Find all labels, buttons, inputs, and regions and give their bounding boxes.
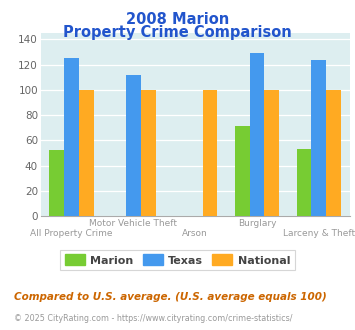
Bar	[296, 149, 311, 216]
Text: Motor Vehicle Theft: Motor Vehicle Theft	[89, 219, 178, 228]
Bar	[326, 90, 341, 216]
Bar	[250, 53, 264, 216]
Legend: Marion, Texas, National: Marion, Texas, National	[60, 250, 295, 270]
Bar	[79, 90, 94, 216]
Bar	[203, 90, 218, 216]
Text: Larceny & Theft: Larceny & Theft	[283, 229, 355, 238]
Bar	[49, 150, 64, 216]
Text: Property Crime Comparison: Property Crime Comparison	[63, 25, 292, 40]
Bar	[264, 90, 279, 216]
Text: All Property Crime: All Property Crime	[31, 229, 113, 238]
Text: Compared to U.S. average. (U.S. average equals 100): Compared to U.S. average. (U.S. average …	[14, 292, 327, 302]
Text: 2008 Marion: 2008 Marion	[126, 12, 229, 26]
Bar	[141, 90, 156, 216]
Text: Arson: Arson	[182, 229, 208, 238]
Bar	[64, 58, 79, 216]
Bar	[235, 126, 250, 216]
Bar	[126, 75, 141, 216]
Bar	[311, 59, 326, 216]
Text: © 2025 CityRating.com - https://www.cityrating.com/crime-statistics/: © 2025 CityRating.com - https://www.city…	[14, 314, 293, 323]
Text: Burglary: Burglary	[238, 219, 276, 228]
